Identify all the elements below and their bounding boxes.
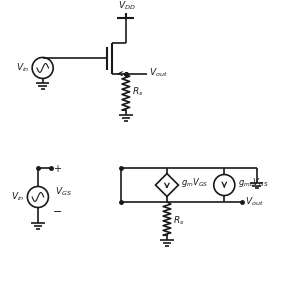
- Text: $V_{in}$: $V_{in}$: [16, 62, 29, 74]
- Text: +: +: [53, 164, 61, 174]
- Text: $V_{GS}$: $V_{GS}$: [55, 186, 72, 198]
- Text: $R_s$: $R_s$: [173, 214, 184, 227]
- Text: $V_{DD}$: $V_{DD}$: [118, 0, 136, 12]
- Text: $V_{in}$: $V_{in}$: [11, 191, 24, 203]
- Text: $V_{out}$: $V_{out}$: [149, 67, 168, 79]
- Text: $g_{mb}V_{GS}$: $g_{mb}V_{GS}$: [238, 176, 268, 189]
- Text: $V_{out}$: $V_{out}$: [245, 196, 264, 208]
- Text: $g_m V_{GS}$: $g_m V_{GS}$: [181, 176, 209, 189]
- Text: −: −: [53, 207, 62, 217]
- Text: $R_s$: $R_s$: [132, 85, 143, 98]
